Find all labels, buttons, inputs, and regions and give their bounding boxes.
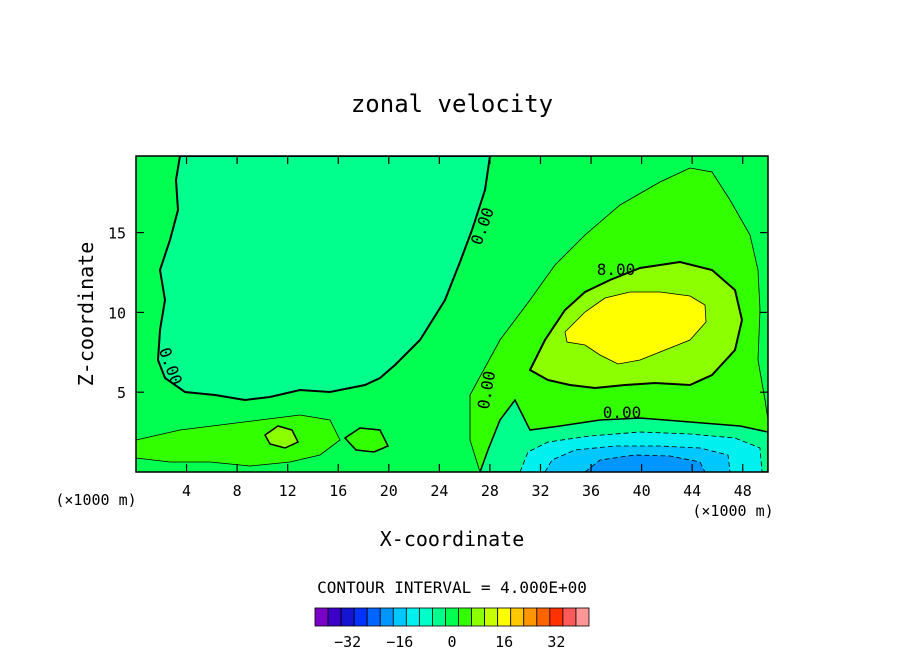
colorbar-swatch [379,607,394,627]
y-tick-label: 15 [108,225,126,243]
colorbar-swatch [484,607,499,627]
x-tick-label: 16 [329,482,347,500]
region-negative-3 [584,454,706,472]
colorbar-swatch [392,607,407,627]
x-axis: 4 8 12 16 20 24 28 32 36 40 44 48 [182,156,752,500]
colorbar-swatch [340,607,355,627]
y-axis: 5 10 15 [108,225,768,402]
contour-label: 8.00 [597,260,636,279]
x-tick-label: 32 [531,482,549,500]
colorbar-tick-label: 16 [495,633,513,651]
colorbar-tick-label: 0 [447,633,456,651]
plot-area [136,156,768,472]
patch-bottom-left-2 [264,425,300,449]
colorbar-tick-label: 32 [547,633,565,651]
x-unit-right: (×1000 m) [692,502,773,520]
patch-bottom-left-1 [136,414,341,467]
x-tick-label: 48 [734,482,752,500]
patch-bottom-left-3 [343,427,390,453]
colorbar-tick-label: −16 [386,633,413,651]
x-tick-label: 4 [182,482,191,500]
colorbar-tick-label: −32 [334,633,361,651]
colorbar-swatch [497,607,512,627]
x-tick-label: 24 [430,482,448,500]
colorbar-swatch [445,607,459,627]
colorbar-swatch [575,607,590,627]
contour-label: 0.00 [603,403,642,422]
colorbar-swatch [432,607,446,627]
x-tick-label: 44 [683,482,701,500]
colorbar-swatch [314,607,329,627]
plot-frame [135,155,769,473]
region-upper-left [156,156,492,402]
region-jet-max [564,291,707,365]
x-tick-label: 12 [279,482,297,500]
chart-title: zonal velocity [351,90,553,118]
x-tick-label: 36 [582,482,600,500]
colorbar-swatch [536,607,551,627]
colorbar-swatch [471,607,486,627]
colorbar-swatch [418,607,433,627]
y-tick-label: 5 [117,384,126,402]
x-tick-label: 28 [481,482,499,500]
colorbar-ticks: −32 −16 0 16 32 [334,633,565,651]
x-tick-label: 20 [380,482,398,500]
colorbar-swatch [353,607,368,627]
x-tick-label: 8 [233,482,242,500]
x-unit-left: (×1000 m) [55,491,136,509]
colorbar [314,607,590,627]
contour-interval-label: CONTOUR INTERVAL = 4.000E+00 [317,578,587,597]
colorbar-swatch [366,607,381,627]
colorbar-swatch [405,607,420,627]
x-axis-label: X-coordinate [380,527,525,551]
y-axis-label: Z-coordinate [74,242,98,387]
y-tick-label: 10 [108,304,126,322]
colorbar-swatch [510,607,525,627]
x-tick-label: 40 [633,482,651,500]
colorbar-swatch [562,607,577,627]
colorbar-swatch [327,607,342,627]
colorbar-swatch [523,607,538,627]
colorbar-swatch [549,607,564,627]
colorbar-swatch [458,607,472,627]
